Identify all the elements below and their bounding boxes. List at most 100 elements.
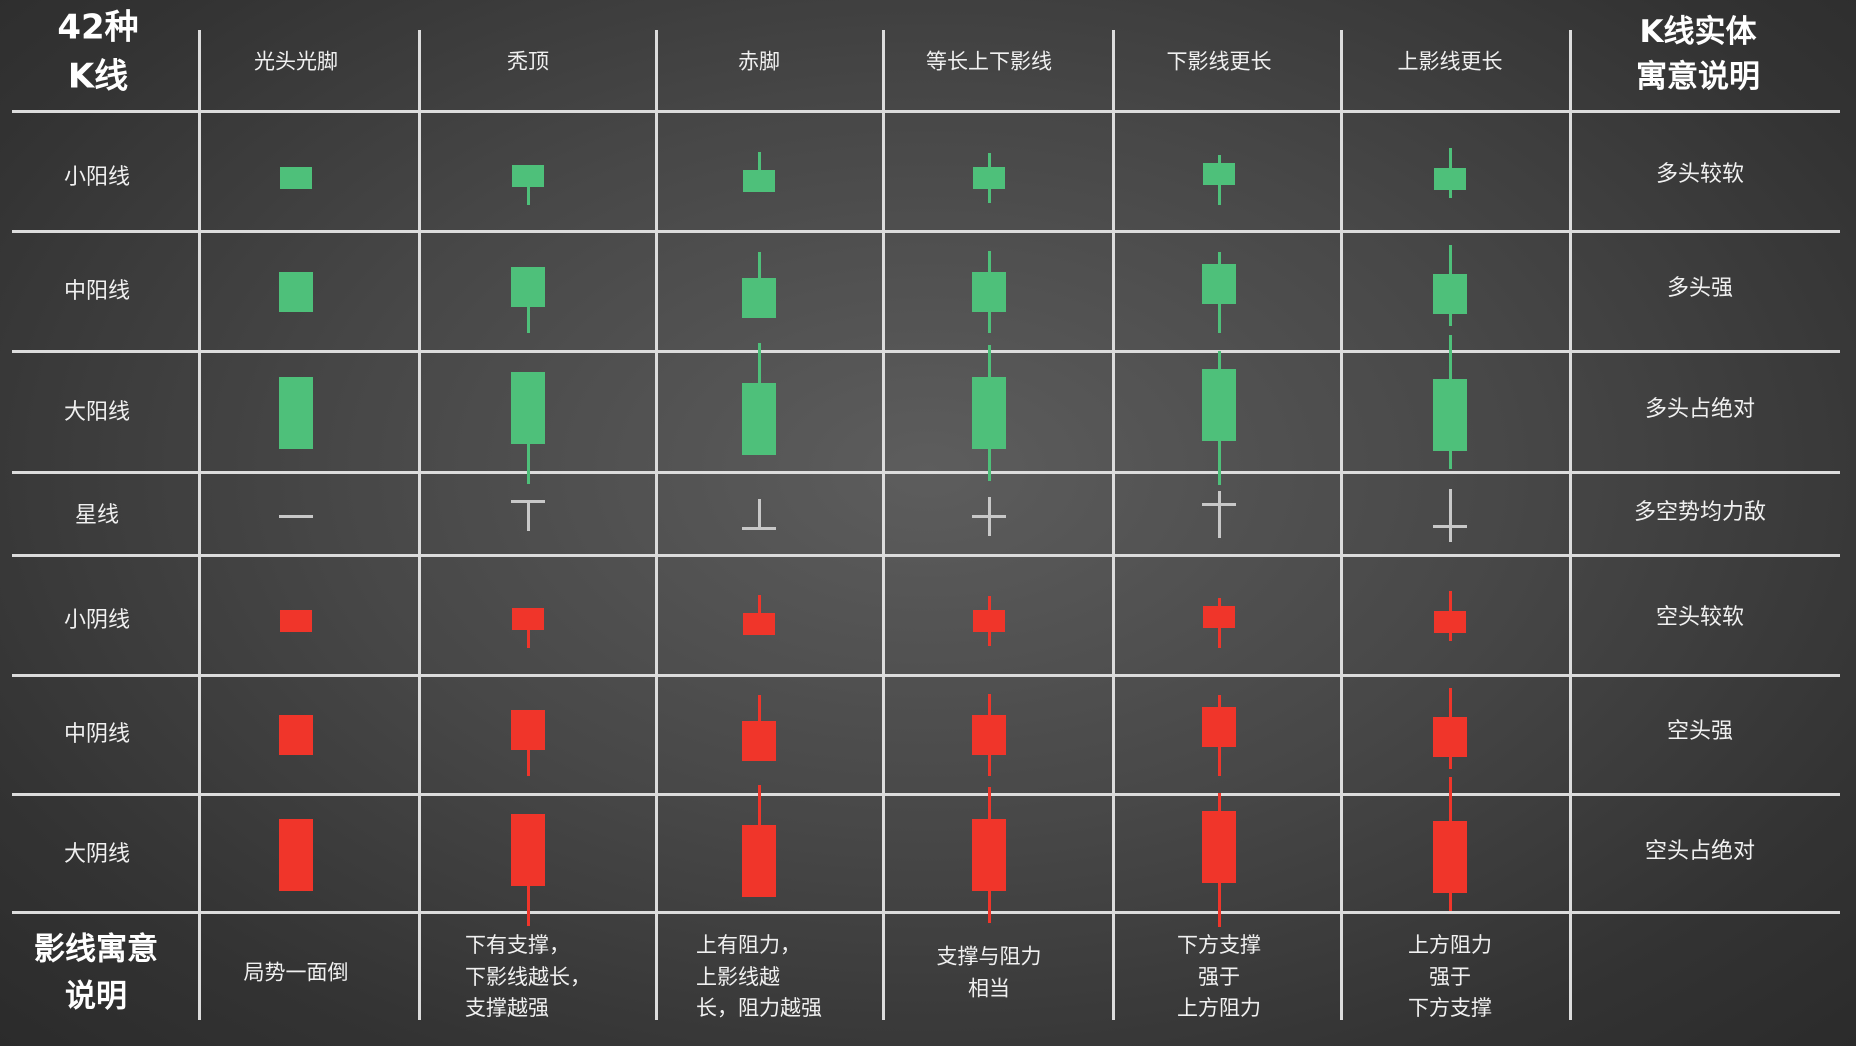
shadow-note-line: 强于: [1429, 964, 1471, 989]
grid-column-divider: [1112, 30, 1115, 1020]
candle-body: [1434, 168, 1466, 190]
lower-wick: [527, 444, 530, 484]
star-bar: [972, 515, 1006, 518]
candle-body: [742, 721, 776, 761]
candle-body: [972, 819, 1006, 891]
candle-body: [1202, 264, 1236, 304]
table-title-line2: K线: [67, 57, 129, 97]
lower-wick: [1218, 185, 1221, 205]
shadow-note-line: 上方阻力: [1177, 995, 1261, 1020]
shadow-note-line: 长，阻力越强: [696, 995, 822, 1020]
row-label: 星线: [74, 502, 120, 528]
upper-wick: [1449, 245, 1452, 274]
star-bar: [511, 500, 545, 503]
lower-wick: [1218, 883, 1221, 927]
upper-wick: [1218, 351, 1221, 369]
footer-header: 影线寓意 说明: [34, 927, 158, 1020]
shadow-note-line: 上影线越: [696, 964, 780, 989]
candle-body: [1203, 163, 1235, 185]
star-lower-wick: [1218, 506, 1221, 538]
grid-column-divider: [1340, 30, 1343, 1020]
upper-wick: [1218, 252, 1221, 264]
upper-wick: [1218, 793, 1221, 811]
star-bar: [742, 527, 776, 530]
grid-row-divider: [12, 471, 1840, 474]
shadow-note: 支撑与阻力 相当: [937, 942, 1042, 1005]
upper-wick: [758, 785, 761, 825]
star-upper-wick: [1449, 489, 1452, 525]
shadow-note-line: 支撑与阻力: [936, 944, 1042, 969]
grid-row-divider: [12, 554, 1840, 557]
upper-wick: [988, 152, 991, 167]
row-label: 大阴线: [63, 841, 131, 867]
upper-wick: [988, 345, 991, 377]
candle-body: [279, 272, 313, 312]
star-lower-wick: [1449, 528, 1452, 542]
candle-body: [511, 814, 545, 886]
candle-body: [1433, 821, 1467, 893]
shadow-note-line: 下有支撑，: [465, 932, 570, 957]
lower-wick: [1218, 747, 1221, 776]
shadow-note-line: 下方支撑: [1177, 932, 1261, 957]
candle-body: [279, 715, 313, 755]
meaning-header-line2: 寓意说明: [1636, 59, 1760, 95]
grid-row-divider: [12, 911, 1840, 914]
column-header: 下影线更长: [1166, 49, 1272, 74]
footer-header-line1: 影线寓意: [34, 931, 158, 968]
star-bar: [1433, 525, 1467, 528]
candle-body: [742, 825, 776, 897]
candle-body: [1433, 379, 1467, 451]
upper-wick: [988, 595, 991, 610]
star-bar: [1202, 503, 1236, 506]
column-header: 秃顶: [507, 49, 549, 74]
row-meaning: 空头占绝对: [1644, 838, 1756, 864]
upper-wick: [758, 152, 761, 170]
upper-wick: [1449, 777, 1452, 821]
column-header: 等长上下影线: [926, 49, 1052, 74]
shadow-note-line: 下影线越长，: [465, 964, 591, 989]
lower-wick: [527, 886, 530, 926]
candle-body: [1202, 811, 1236, 883]
star-upper-wick: [1218, 491, 1221, 503]
star-bar: [279, 515, 313, 518]
lower-wick: [1449, 757, 1452, 769]
lower-wick: [1218, 304, 1221, 333]
footer-header-line2: 说明: [65, 978, 127, 1014]
candle-body: [279, 819, 313, 891]
grid-row-divider: [12, 674, 1840, 677]
row-meaning: 多头较软: [1655, 161, 1745, 187]
meaning-header: K线实体 寓意说明: [1636, 10, 1760, 100]
grid-column-divider: [882, 30, 885, 1020]
candle-body: [972, 715, 1006, 755]
lower-wick: [527, 629, 530, 648]
row-label: 小阳线: [63, 164, 131, 190]
candle-body: [1202, 369, 1236, 441]
candle-body: [973, 167, 1005, 189]
column-header: 赤脚: [738, 49, 780, 74]
row-meaning: 多头强: [1666, 275, 1734, 301]
candle-body: [742, 383, 776, 455]
upper-wick: [1218, 154, 1221, 163]
upper-wick: [1218, 695, 1221, 707]
star-upper-wick: [988, 497, 991, 515]
upper-wick: [1449, 335, 1452, 379]
lower-wick: [988, 189, 991, 204]
grid-column-divider: [655, 30, 658, 1020]
shadow-note-line: 强于: [1198, 964, 1240, 989]
upper-wick: [1449, 688, 1452, 717]
lower-wick: [527, 186, 530, 205]
upper-wick: [1449, 591, 1452, 611]
grid-row-divider: [12, 110, 1840, 113]
grid-row-divider: [12, 230, 1840, 233]
lower-wick: [1218, 441, 1221, 485]
grid-column-divider: [1569, 30, 1572, 1020]
candle-body: [511, 372, 545, 444]
upper-wick: [758, 695, 761, 721]
candle-body: [1433, 274, 1467, 314]
table-title-line1: 42种: [57, 7, 139, 48]
shadow-note: 下有支撑， 下影线越长， 支撑越强: [465, 930, 591, 1025]
upper-wick: [1449, 148, 1452, 168]
lower-wick: [1449, 451, 1452, 469]
table-title: 42种 K线: [57, 4, 138, 103]
candle-body: [511, 267, 545, 307]
